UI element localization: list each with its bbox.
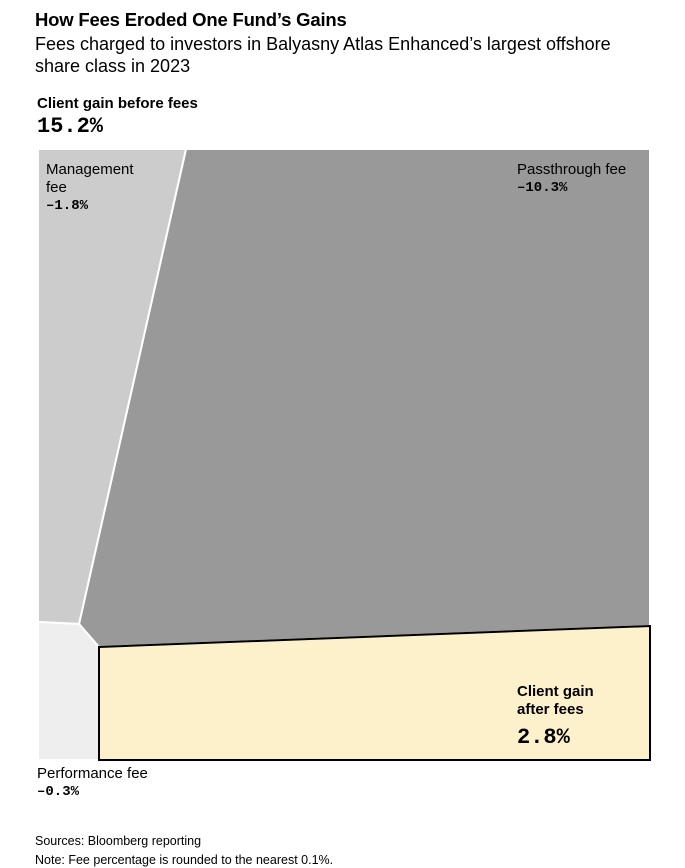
chart-subtitle: Fees charged to investors in Balyasny At… <box>35 34 611 76</box>
performance-fee-region <box>37 620 100 761</box>
passthrough-fee-name: Passthrough fee <box>517 161 627 178</box>
performance-fee-value: –0.3% <box>37 784 80 800</box>
client-gain-name-line2: after fees <box>517 701 584 718</box>
sources-note: Sources: Bloomberg reporting <box>35 834 202 848</box>
management-fee-value: –1.8% <box>46 198 89 214</box>
passthrough-fee-label: Passthrough fee –10.3% <box>517 161 657 197</box>
client-gain-name-line1: Client gain <box>517 683 594 700</box>
management-fee-label: Management fee –1.8% <box>46 161 156 215</box>
total-label: Client gain before fees <box>37 95 198 112</box>
passthrough-fee-value: –10.3% <box>517 180 568 196</box>
chart-title: How Fees Eroded One Fund’s Gains <box>35 9 347 30</box>
client-gain-label: Client gain after fees 2.8% <box>517 683 647 751</box>
client-gain-value: 2.8% <box>517 725 570 750</box>
performance-fee-name: Performance fee <box>37 765 148 782</box>
performance-fee-label: Performance fee –0.3% <box>37 765 237 801</box>
rounding-note: Note: Fee percentage is rounded to the n… <box>35 853 334 867</box>
management-fee-name: Management fee <box>46 161 134 196</box>
client-gain-region <box>98 624 651 761</box>
total-value: 15.2% <box>37 114 104 139</box>
